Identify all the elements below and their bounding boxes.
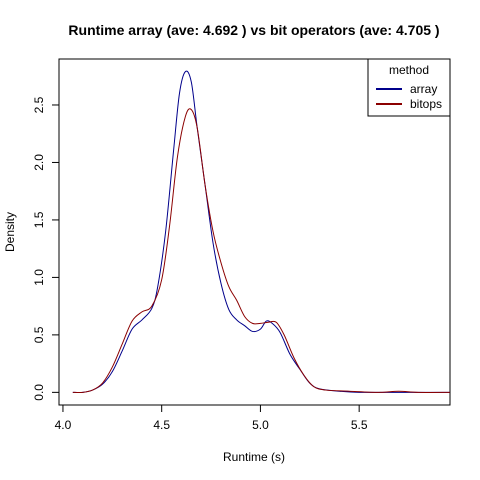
series-line-bitops [72,108,451,394]
chart-title: Runtime array (ave: 4.692 ) vs bit opera… [68,22,439,38]
legend-title: method [389,63,429,77]
x-tick-label: 4.5 [153,418,170,432]
series-line-array [72,70,450,394]
y-tick-label: 0.0 [32,384,46,401]
y-tick-label: 2.0 [32,154,46,171]
legend-box [367,58,451,117]
legend: method array bitops [367,58,451,117]
y-tick-label: 1.5 [32,211,46,228]
x-tick-label: 4.0 [55,418,72,432]
y-axis-label: Density [3,212,17,252]
y-axis: 0.0 0.5 1.0 1.5 2.0 2.5 [32,96,60,401]
legend-label-bitops: bitops [410,97,442,111]
x-axis: 4.0 4.5 5.0 5.5 [55,404,368,432]
x-axis-label: Runtime (s) [223,450,285,464]
x-tick-label: 5.5 [351,418,368,432]
legend-label-array: array [410,82,437,96]
y-tick-label: 2.5 [32,96,46,113]
series-layer [72,70,451,394]
y-tick-label: 0.5 [32,326,46,343]
x-tick-label: 5.0 [252,418,269,432]
y-tick-label: 1.0 [32,269,46,286]
